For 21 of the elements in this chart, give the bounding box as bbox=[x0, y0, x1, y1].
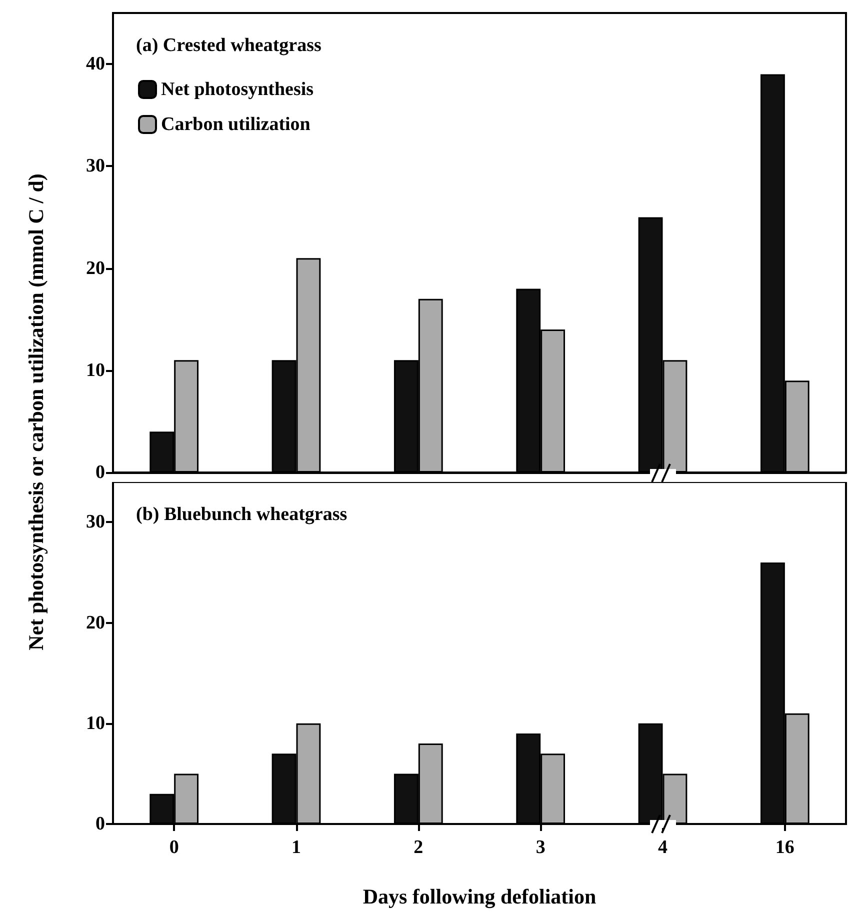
x-tick-label: 0 bbox=[169, 837, 179, 858]
x-tick-label: 3 bbox=[536, 837, 546, 858]
y-tick-label: 30 bbox=[86, 512, 105, 533]
x-tick-label: 4 bbox=[658, 837, 668, 858]
x-tick-label: 1 bbox=[292, 837, 301, 858]
y-tick-label: 10 bbox=[86, 712, 105, 734]
x-tick-label: 16 bbox=[775, 837, 794, 858]
x-axis-title: Days following defoliation bbox=[362, 884, 596, 908]
x-tick-label: 2 bbox=[414, 837, 424, 858]
y-tick-label: 20 bbox=[86, 258, 105, 279]
y-tick-label: 0 bbox=[96, 814, 105, 834]
y-axis-title: Net photosynthesis or carbon utilization (mmol C / d) bbox=[23, 172, 49, 652]
text: (a) Crested wheatgrass bbox=[136, 35, 322, 56]
legend-label: Net photosynthesis bbox=[161, 79, 314, 100]
y-tick-label: 10 bbox=[86, 360, 105, 381]
legend-label: Carbon utilization bbox=[161, 114, 311, 135]
y-tick-label: 20 bbox=[86, 612, 105, 634]
y-tick-label: 0 bbox=[96, 462, 105, 483]
y-tick-label: 40 bbox=[86, 54, 105, 75]
y-tick-label: 30 bbox=[86, 156, 105, 177]
text: (b) Bluebunch wheatgrass bbox=[136, 504, 348, 525]
